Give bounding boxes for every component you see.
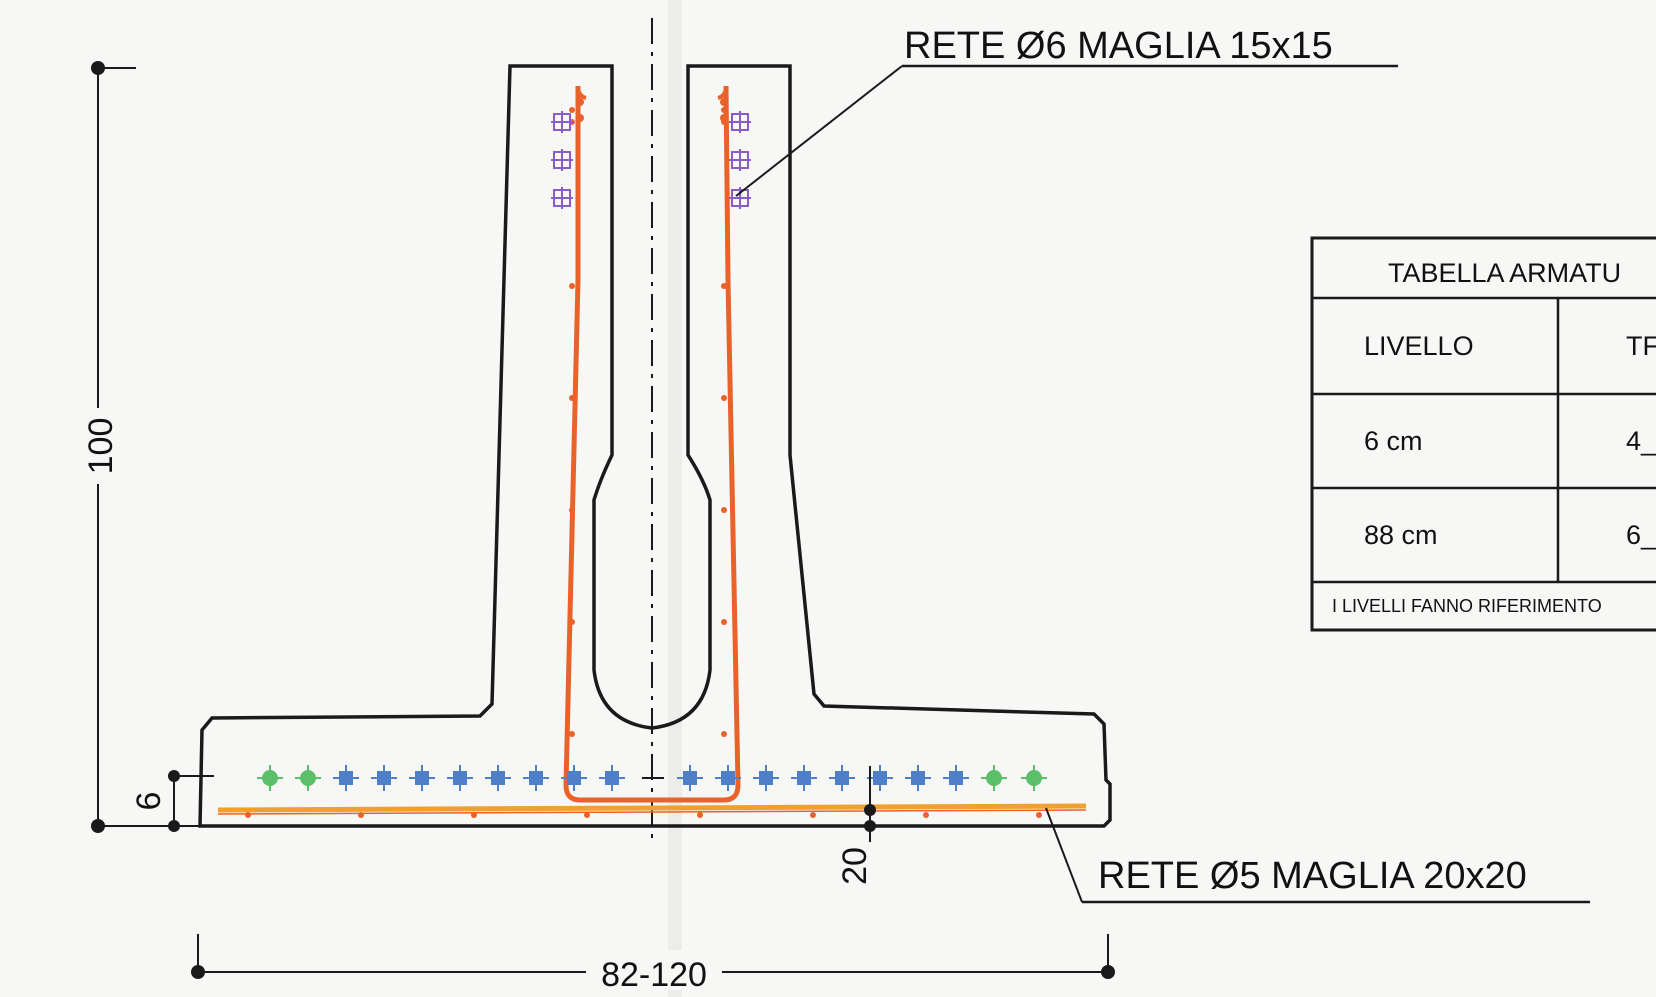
slab-bar-blue [911,771,925,785]
bottom-callout-leader [1045,807,1083,903]
slab-bar-blue [949,771,963,785]
bottom-callout-label: RETE Ø5 MAGLIA 20x20 [1098,855,1527,897]
bottom-mesh-dot [1036,812,1042,818]
table-row-2-level: 88 cm [1364,520,1438,550]
slab-bar-blue [377,771,391,785]
stem-dot-right [721,619,727,625]
slab-bar-green [262,770,278,786]
slab-longitudinal-bars [257,765,1047,791]
sheet-seam [668,0,682,997]
slab-bar-blue [339,771,353,785]
stem-dot-right [721,507,727,513]
hook-dot-left [576,114,584,122]
table-header-level: LIVELLO [1364,331,1474,361]
width-dimension-label: 82-120 [601,956,707,994]
rebar-hook-right [717,85,728,100]
slab-bar-blue [721,771,735,785]
stem-dot-left [569,107,575,113]
slab-bar-blue [605,771,619,785]
slab-bar-blue [453,771,467,785]
stem-dot-left [569,395,575,401]
bottom-mesh-dot [471,812,477,818]
stem-dot-left [569,283,575,289]
height-dim-dot-bottom [91,819,105,833]
cover-dimension-label: 20 [836,847,874,885]
bottom-mesh-bar [217,803,1087,813]
slab-bar-blue [835,771,849,785]
hook-dot-right [720,114,728,122]
slab-bar-blue [415,771,429,785]
table-footnote: I LIVELLI FANNO RIFERIMENTO [1332,596,1602,616]
stem-dot-left [569,507,575,513]
stem-dot-left [569,731,575,737]
cover-dim-dot-bottom [864,820,876,832]
top-mesh-bar [551,149,573,171]
slab-thickness-label: 6 [130,792,168,811]
bottom-mesh-dots [245,812,1042,818]
top-mesh-bar [729,149,751,171]
slab-bar-blue [759,771,773,785]
height-dim-label-mask [84,408,114,484]
bottom-mesh-dot [245,812,251,818]
top-mesh-bar [729,111,751,133]
table-row-2-value: 6_ [1626,520,1656,550]
stem-dot-left [569,619,575,625]
slab-bar-blue [797,771,811,785]
table-border [1310,236,1656,632]
top-mesh-bar [551,187,573,209]
bottom-mesh-dot [358,812,364,818]
slab-thickness-dot-bottom [168,820,180,832]
stem-dot-right [721,283,727,289]
height-dimension-label: 100 [82,418,120,475]
height-dim-dot-top [91,61,105,75]
slab-bar-green [986,770,1002,786]
slab-bar-blue [873,771,887,785]
reinforcement-table: TABELLA ARMATU LIVELLO TF 6 cm 4_ 88 cm … [1310,236,1656,632]
stem-rebar-dots [569,98,728,737]
slab-bar-blue [491,771,505,785]
rebar-hook-left [576,85,587,100]
width-dim-dot-right [1101,965,1115,979]
bottom-mesh-dot [584,812,590,818]
slab-bar-green [1026,770,1042,786]
table-row-1-value: 4_ [1626,426,1656,456]
hook-dot-left [576,98,584,106]
slab-bar-blue [529,771,543,785]
stem-dot-right [721,107,727,113]
slab-bar-blue [567,771,581,785]
slab-bar-blue [683,771,697,785]
top-mesh-bar [729,187,751,209]
width-dim-label-mask [586,950,722,990]
hook-dot-right [720,98,728,106]
table-title: TABELLA ARMATU [1388,258,1621,288]
table-header-second: TF [1626,331,1656,361]
rebar-stirrup [563,85,741,803]
concrete-section-outline [198,64,1112,828]
stem-dot-right [721,395,727,401]
table-row-1-level: 6 cm [1364,426,1423,456]
width-dim-dot-left [191,965,205,979]
top-callout-leader [735,65,903,197]
bottom-mesh-dot [697,812,703,818]
top-mesh-bar [551,111,573,133]
stem-dot-right [721,731,727,737]
bottom-mesh-dot [810,812,816,818]
cover-dim-dot-top [864,804,876,816]
top-mesh-bars [551,111,751,209]
slab-bar-green [300,770,316,786]
slab-thickness-dot-top [168,770,180,782]
top-callout-label: RETE Ø6 MAGLIA 15x15 [904,25,1333,67]
bottom-mesh-dot [923,812,929,818]
